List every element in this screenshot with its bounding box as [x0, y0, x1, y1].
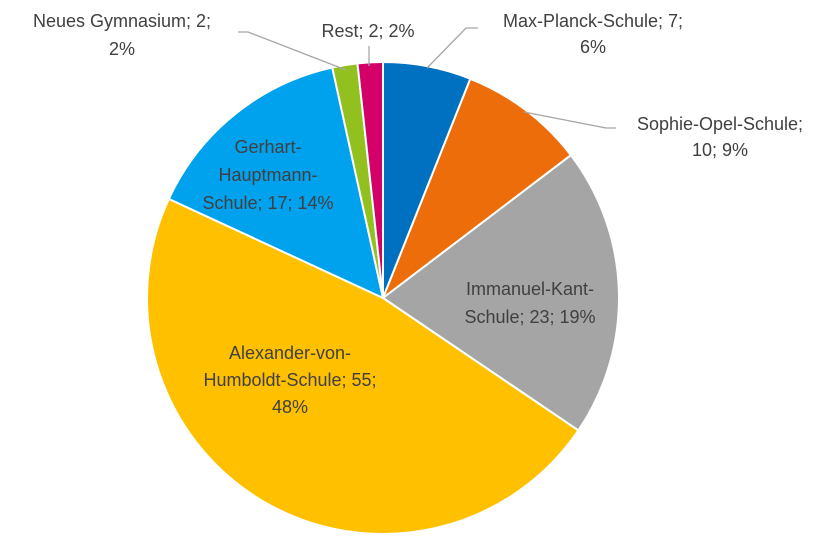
pie-slice — [167, 66, 385, 300]
data-label: Sophie-Opel-Schule; — [637, 114, 803, 134]
data-label: Hauptmann- — [218, 165, 317, 185]
data-label: 6% — [580, 37, 606, 57]
data-label: Humboldt-Schule; 55; — [203, 370, 376, 390]
pie-slice — [381, 153, 620, 432]
leader-line — [426, 27, 478, 69]
data-label: 10; 9% — [692, 140, 748, 160]
pie-slice — [380, 77, 573, 301]
data-label: Rest; 2; 2% — [321, 21, 414, 41]
data-label: Immanuel-Kant- — [466, 279, 594, 299]
data-label: Alexander-von- — [229, 343, 351, 363]
data-label: Gerhart- — [234, 137, 301, 157]
data-label: 48% — [272, 397, 308, 417]
data-label: Schule; 17; 14% — [202, 193, 333, 213]
pie-slice — [145, 197, 580, 536]
leader-line — [238, 31, 347, 71]
data-label: Schule; 23; 19% — [464, 307, 595, 327]
leader-line — [523, 111, 616, 129]
data-label: 2% — [109, 39, 135, 59]
pie-slice — [356, 60, 384, 299]
data-label: Neues Gymnasium; 2; — [33, 11, 211, 31]
data-label: Max-Planck-Schule; 7; — [503, 11, 683, 31]
